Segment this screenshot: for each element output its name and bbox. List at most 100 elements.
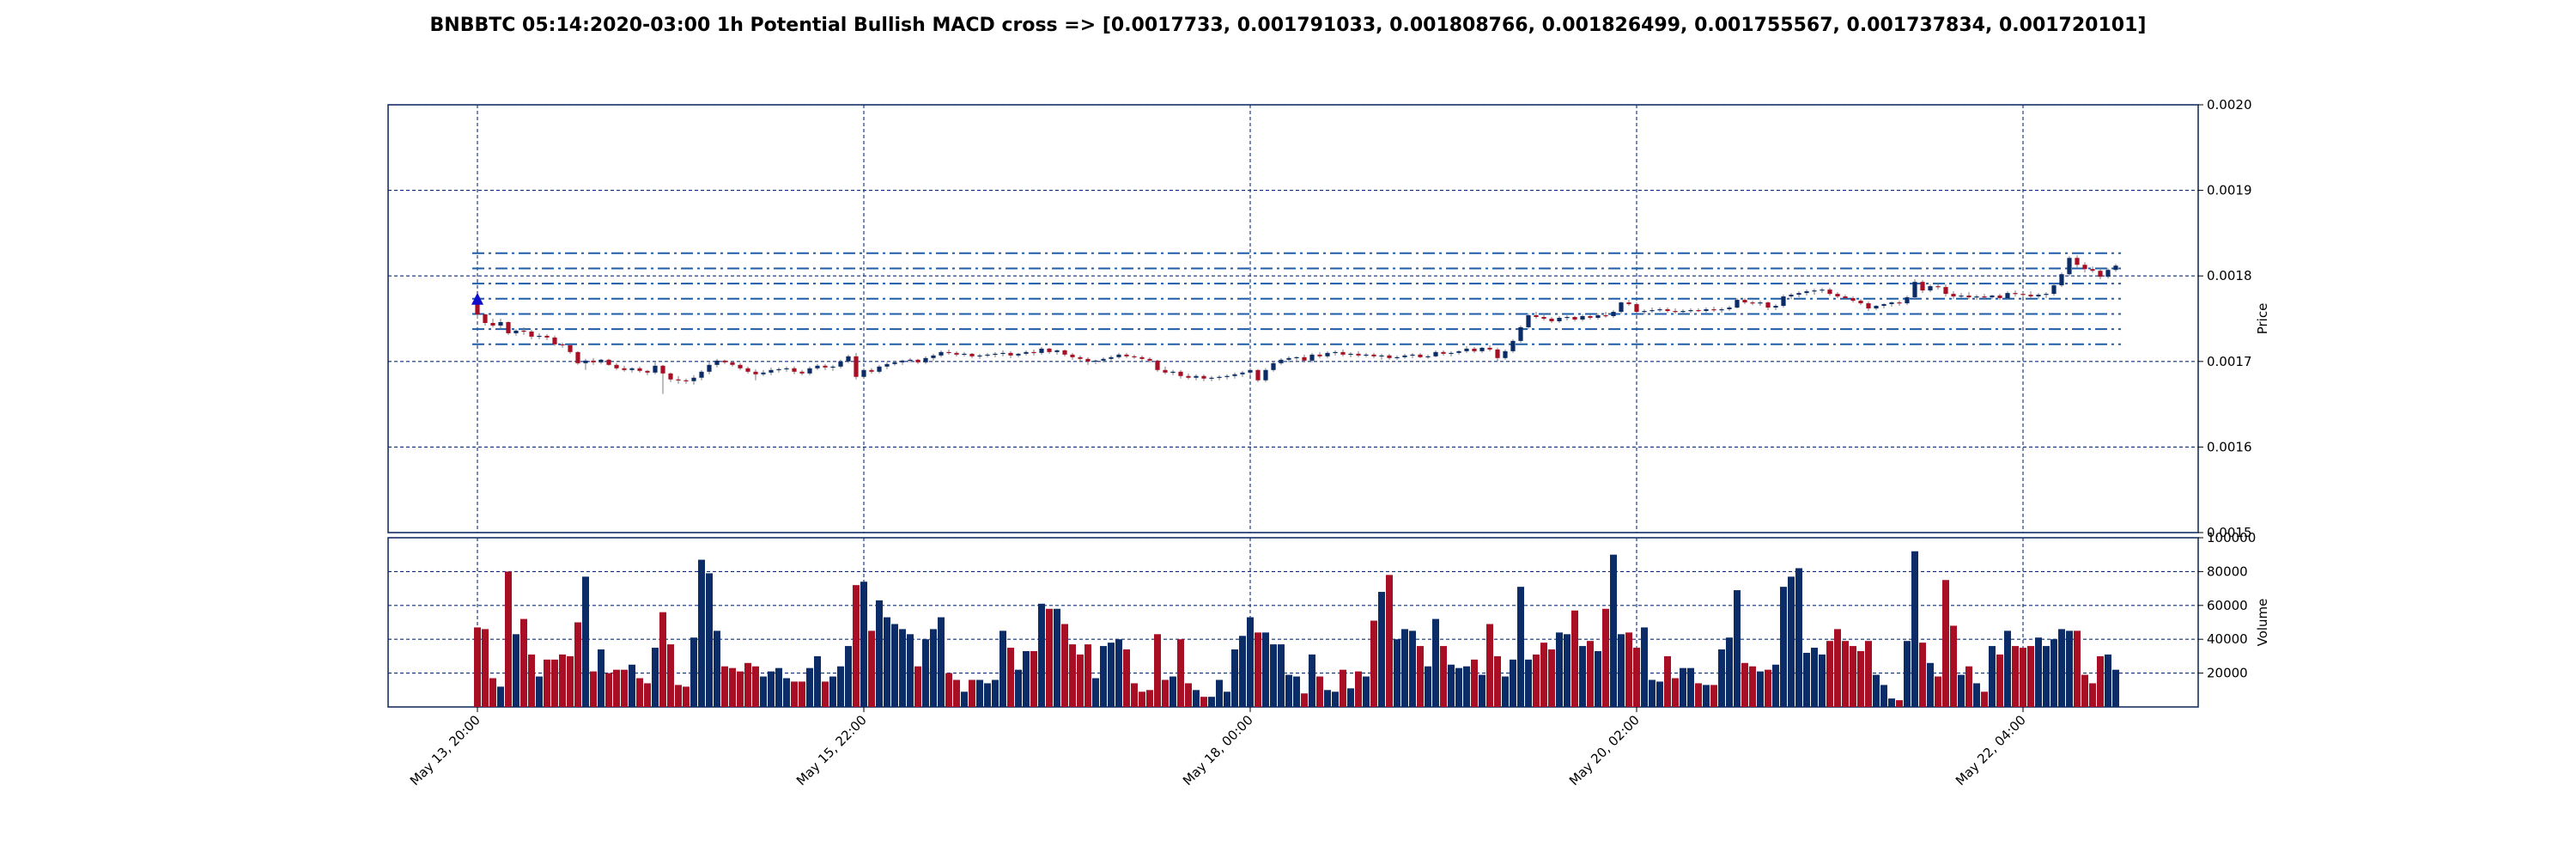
volume-bar (814, 655, 821, 707)
volume-bar (1927, 662, 1934, 707)
volume-bar (1687, 667, 1694, 707)
candle-body (1889, 302, 1894, 305)
candle-body (877, 366, 882, 372)
volume-bar (737, 671, 744, 707)
volume-bar (582, 576, 589, 707)
volume-bar (2058, 629, 2065, 707)
volume-bar (1340, 669, 1346, 707)
candle-body (1008, 352, 1013, 356)
volume-bar (1015, 669, 1022, 707)
candle-body (1804, 291, 1809, 294)
candle-body (637, 368, 642, 371)
candle-body (1796, 293, 1801, 295)
price-tick-label: 0.0019 (2207, 183, 2252, 198)
candle-body (1626, 302, 1631, 305)
candle-body (1101, 358, 1106, 361)
volume-bar (1788, 576, 1795, 707)
volume-bar (1108, 643, 1115, 707)
volume-bar (2105, 654, 2111, 707)
volume-bar (1154, 634, 1161, 707)
candle-body (1085, 358, 1091, 362)
volume-bar (876, 600, 883, 707)
candle-body (1286, 357, 1291, 360)
volume-bar (999, 631, 1006, 707)
volume-bar (1749, 666, 1756, 707)
volume-bar (1741, 662, 1748, 707)
candle-body (1704, 309, 1709, 312)
price-axis-label: Price (2255, 303, 2270, 335)
candle-body (1456, 350, 1461, 353)
candle-body (1232, 374, 1237, 376)
candle-body (1000, 352, 1005, 355)
candle-body (1688, 310, 1693, 312)
volume-bar (505, 571, 512, 707)
volume-bar (675, 685, 682, 707)
candle-body (529, 331, 534, 337)
candle-body (1503, 350, 1508, 358)
volume-bar (1139, 691, 1145, 707)
volume-bar (590, 671, 597, 707)
candle-body (1402, 355, 1407, 357)
candle-body (1371, 354, 1376, 356)
candle-body (1727, 308, 1732, 310)
candle-body (1039, 348, 1044, 353)
volume-bar (1625, 632, 1632, 707)
candle-body (606, 359, 611, 365)
volume-bar (659, 612, 666, 707)
volume-bar (2035, 637, 2042, 707)
volume-bar (1409, 631, 1416, 707)
candle-body (568, 344, 573, 352)
volume-bar (1224, 691, 1230, 707)
candle-body (1124, 354, 1129, 356)
volume-bar (1834, 629, 1841, 707)
candle-body (1031, 351, 1036, 354)
volume-bar (1061, 624, 1068, 707)
candle-body (1186, 375, 1191, 378)
candle-body (1765, 302, 1771, 308)
candle-body (1564, 317, 1570, 319)
price-tick-label: 0.0020 (2207, 97, 2252, 113)
candle-body (1279, 359, 1284, 363)
candle-body (1047, 348, 1052, 352)
volume-bar (2043, 646, 2050, 707)
volume-bar (953, 679, 960, 707)
volume-bar (1115, 639, 1122, 707)
volume-bar (1896, 700, 1903, 707)
volume-bar (1285, 674, 1292, 707)
candle-body (1441, 351, 1446, 354)
candle-body (2036, 295, 2041, 297)
candle-body (745, 368, 750, 372)
candle-body (1619, 302, 1624, 313)
candle-body (645, 370, 650, 373)
candle-body (1711, 309, 1716, 311)
chart-title: BNBBTC 05:14:2020-03:00 1h Potential Bul… (430, 15, 2147, 36)
volume-bar (1826, 641, 1833, 707)
volume-bar (1023, 650, 1030, 707)
price-tick-label: 0.0018 (2207, 268, 2252, 283)
bullish-signal-marker (471, 292, 483, 305)
candle-body (1735, 300, 1740, 308)
candle-body (1116, 354, 1121, 357)
volume-bar (806, 667, 813, 707)
volume-bar (1850, 646, 1856, 707)
volume-bar (1494, 655, 1501, 707)
volume-bar (1703, 685, 1710, 707)
candle-body (1534, 315, 1539, 318)
volume-bar (2004, 631, 2011, 707)
candle-body (1394, 356, 1400, 359)
candle-body (1271, 362, 1276, 370)
candle-body (761, 372, 766, 375)
candle-body (1611, 312, 1616, 317)
candle-body (1518, 326, 1523, 341)
volume-panel: 20000 40000 60000 80000 100000 Volume (387, 530, 2270, 708)
volume-tick-label: 40000 (2207, 631, 2248, 647)
volume-bar (482, 629, 489, 707)
candle-body (939, 351, 944, 356)
candle-body (1356, 353, 1361, 356)
candle-body (1170, 371, 1176, 373)
candle-body (1680, 311, 1686, 313)
volume-bar (698, 559, 705, 707)
volume-bar (938, 617, 945, 707)
volume-bar (513, 634, 519, 707)
